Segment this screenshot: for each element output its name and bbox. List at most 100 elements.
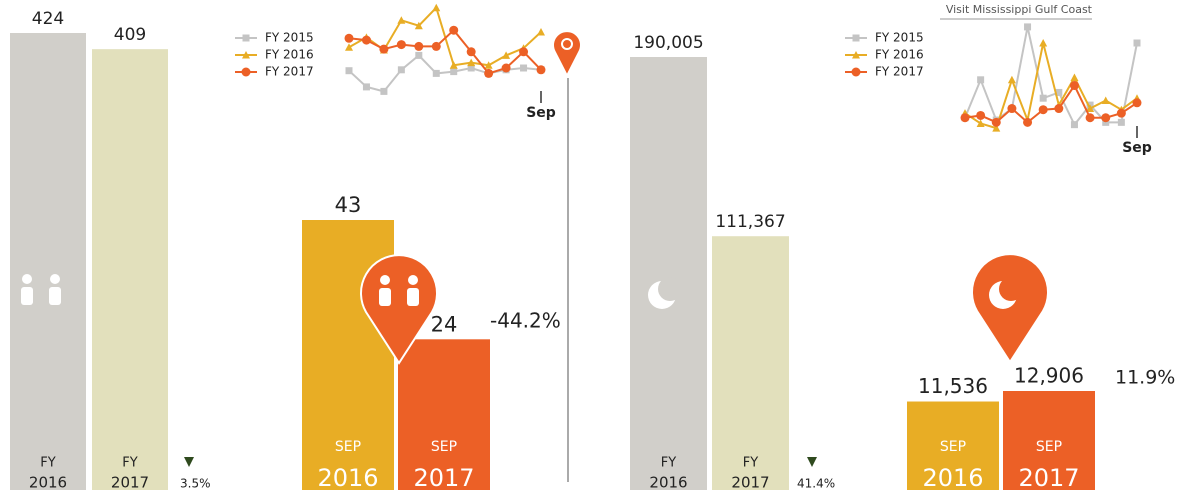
marker xyxy=(397,16,406,24)
bar-label: FY xyxy=(122,456,137,471)
moon-cut xyxy=(999,277,1023,301)
marker xyxy=(1116,108,1126,118)
marker xyxy=(852,34,860,42)
pin-icon xyxy=(971,253,1049,364)
marker xyxy=(501,63,511,73)
marker xyxy=(537,28,545,36)
marker xyxy=(396,40,406,50)
change-label: 41.4% xyxy=(797,477,835,491)
legend-label: FY 2015 xyxy=(265,31,314,45)
marker xyxy=(345,43,353,51)
marker xyxy=(1054,104,1064,114)
marker xyxy=(1023,117,1033,127)
bar-label: 2017 xyxy=(111,474,149,492)
marker xyxy=(851,67,861,77)
bar-label: 2017 xyxy=(1018,464,1079,492)
marker xyxy=(991,117,1001,127)
bar-label: 2016 xyxy=(317,464,378,492)
bar-label: SEP xyxy=(1036,439,1062,455)
people-icon-large xyxy=(21,274,61,305)
marker xyxy=(502,51,511,59)
legend-label: FY 2017 xyxy=(875,65,924,79)
marker xyxy=(519,47,529,57)
value-label: 12,906 xyxy=(1014,364,1084,388)
marker xyxy=(362,83,370,91)
marker xyxy=(345,67,353,75)
marker xyxy=(1102,118,1110,126)
value-label: 424 xyxy=(32,9,64,29)
bar-label: SEP xyxy=(940,439,966,455)
marker xyxy=(1132,98,1142,108)
marker xyxy=(1070,73,1079,81)
change-label: 11.9% xyxy=(1115,367,1175,389)
value-label: 11,536 xyxy=(918,374,988,398)
bar-label: FY xyxy=(743,456,758,471)
marker xyxy=(414,41,424,51)
marker xyxy=(977,76,985,84)
marker xyxy=(449,61,458,69)
bar xyxy=(1003,391,1095,490)
marker xyxy=(976,110,986,120)
people-icon xyxy=(379,275,419,306)
legend-label: FY 2016 xyxy=(875,48,924,62)
series-line xyxy=(348,5,542,67)
marker xyxy=(1133,39,1141,47)
legend-label: FY 2017 xyxy=(265,65,314,79)
marker xyxy=(1085,113,1095,123)
marker xyxy=(484,68,494,78)
series-line xyxy=(348,54,542,93)
marker xyxy=(484,61,493,69)
moon-cut xyxy=(658,277,682,301)
bar-label: FY xyxy=(40,456,55,471)
bar xyxy=(907,401,999,490)
marker xyxy=(852,51,860,59)
marker xyxy=(467,58,476,67)
bar xyxy=(630,57,707,490)
pin-icon xyxy=(360,254,438,365)
source-title: Visit Mississippi Gulf Coast xyxy=(946,3,1093,16)
marker xyxy=(1038,105,1048,115)
marker xyxy=(1101,96,1110,104)
marker xyxy=(397,66,405,74)
down-arrow xyxy=(184,457,194,467)
down-arrow xyxy=(807,457,817,467)
marker xyxy=(1069,81,1079,91)
marker xyxy=(450,68,458,76)
marker xyxy=(1070,121,1078,129)
value-label: 43 xyxy=(335,193,362,217)
marker xyxy=(1039,39,1048,47)
bar-label: 2016 xyxy=(29,474,67,492)
marker xyxy=(379,44,389,54)
marker xyxy=(241,67,251,77)
marker xyxy=(415,51,423,59)
marker xyxy=(466,47,476,57)
marker xyxy=(1117,118,1125,126)
marker xyxy=(1101,113,1111,123)
marker xyxy=(1055,88,1063,96)
bar xyxy=(10,33,86,490)
x-tick-label: Sep xyxy=(526,105,556,121)
marker xyxy=(1007,104,1017,114)
marker xyxy=(431,41,441,51)
legend-label: FY 2015 xyxy=(875,31,924,45)
legend-label: FY 2016 xyxy=(265,48,314,62)
marker xyxy=(992,124,1001,132)
marker xyxy=(1007,75,1016,84)
marker xyxy=(449,25,459,35)
pin-icon xyxy=(554,32,580,74)
marker xyxy=(976,119,985,127)
marker xyxy=(520,64,528,72)
marker xyxy=(361,35,371,45)
bar-label: 2016 xyxy=(922,464,983,492)
marker xyxy=(1039,94,1047,102)
change-label: -44.2% xyxy=(490,309,561,333)
marker xyxy=(536,65,546,75)
marker xyxy=(414,21,423,30)
bar xyxy=(398,339,490,490)
marker xyxy=(242,51,250,59)
bar-label: SEP xyxy=(431,439,457,455)
marker xyxy=(960,113,970,123)
coin-icon xyxy=(561,38,573,50)
marker xyxy=(432,3,441,12)
